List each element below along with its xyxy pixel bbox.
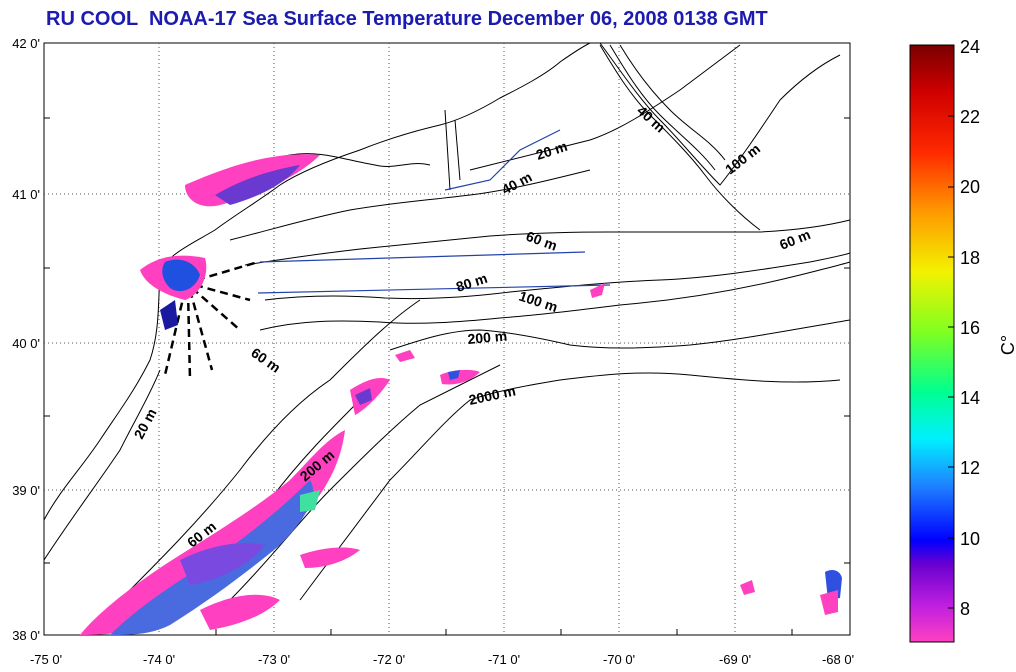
lon-label: -74 0' bbox=[143, 652, 175, 667]
lon-label: -69 0' bbox=[719, 652, 751, 667]
sst-patches bbox=[80, 154, 842, 635]
glider-tracks bbox=[257, 129, 611, 294]
colorbar-tick: 8 bbox=[960, 599, 970, 619]
colorbar-tick: 20 bbox=[960, 177, 980, 197]
colorbar-gradient bbox=[909, 44, 955, 643]
colorbar-unit: C° bbox=[998, 335, 1016, 355]
colorbar-tick: 22 bbox=[960, 107, 980, 127]
plot-frame bbox=[43, 42, 851, 636]
lon-label: -73 0' bbox=[258, 652, 290, 667]
colorbar-tick: 10 bbox=[960, 529, 980, 549]
lat-label: 38 0' bbox=[12, 628, 40, 643]
latitude-labels: 42 0' 41 0' 40 0' 39 0' 38 0' bbox=[12, 36, 40, 643]
colorbar-tick: 24 bbox=[960, 37, 980, 57]
map-title: RU COOL NOAA-17 Sea Surface Temperature … bbox=[46, 8, 768, 30]
colorbar-tick: 12 bbox=[960, 458, 980, 478]
coastline bbox=[43, 42, 841, 561]
colorbar-tick: 16 bbox=[960, 318, 980, 338]
lat-label: 41 0' bbox=[12, 187, 40, 202]
lat-label: 39 0' bbox=[12, 483, 40, 498]
lon-label: -68 0' bbox=[822, 652, 854, 667]
lon-label: -72 0' bbox=[373, 652, 405, 667]
lon-label: -71 0' bbox=[488, 652, 520, 667]
lat-label: 40 0' bbox=[12, 336, 40, 351]
colorbar: 24 22 20 18 16 14 12 10 8 C° bbox=[909, 37, 1016, 643]
contour-label: 200 m bbox=[467, 328, 508, 347]
lon-label: -70 0' bbox=[603, 652, 635, 667]
lat-label: 42 0' bbox=[12, 36, 40, 51]
colorbar-tick: 18 bbox=[960, 248, 980, 268]
longitude-labels: -75 0' -74 0' -73 0' -72 0' -71 0' -70 0… bbox=[30, 652, 854, 667]
lon-label: -75 0' bbox=[30, 652, 62, 667]
colorbar-tick: 14 bbox=[960, 388, 980, 408]
transect-lines bbox=[163, 260, 259, 381]
